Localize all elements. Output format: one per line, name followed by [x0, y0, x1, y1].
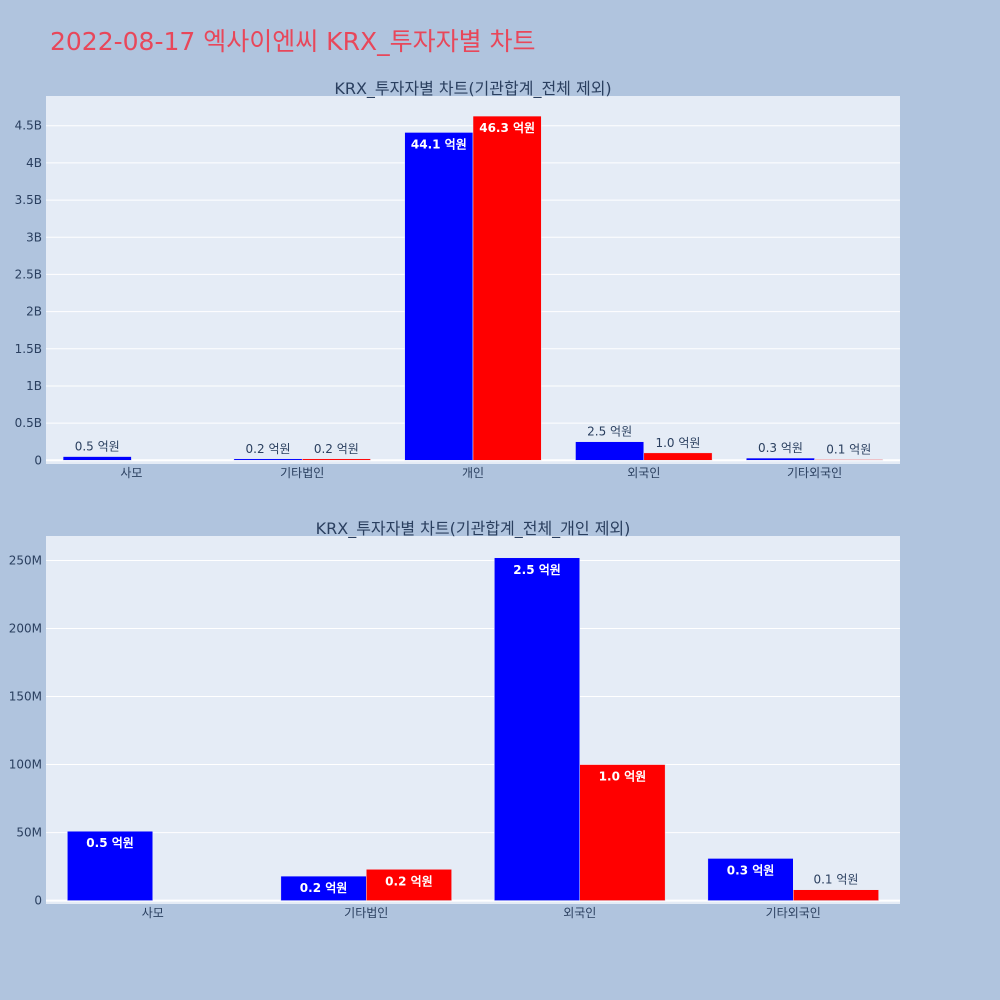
x-tick-label: 외국인	[627, 466, 660, 480]
bar	[575, 441, 645, 461]
x-tick-label: 외국인	[563, 906, 596, 920]
x-tick-label: 기타법인	[344, 906, 388, 920]
data-label: 1.0 억원	[655, 436, 700, 450]
x-tick-label: 사모	[120, 466, 142, 480]
chart-title: KRX_투자자별 차트(기관합계_전체 제외)	[334, 79, 611, 99]
chart-title: KRX_투자자별 차트(기관합계_전체_개인 제외)	[316, 519, 631, 539]
y-tick-label: 2.5B	[15, 267, 42, 281]
y-tick-label: 150M	[9, 690, 42, 704]
y-tick-label: 2B	[26, 305, 42, 319]
bar	[280, 875, 367, 901]
y-tick-label: 4B	[26, 156, 42, 170]
y-tick-label: 200M	[9, 622, 42, 636]
bar	[707, 858, 794, 901]
bar	[814, 459, 884, 461]
y-tick-label: 1B	[26, 379, 42, 393]
x-tick-label: 개인	[462, 466, 484, 480]
bar	[233, 458, 303, 461]
chart-investor-all: 0 0.5B 1B 1.5B 2B 2.5B 3B 3.5B 4B 4.5B KRX_투자자별 차트…	[15, 79, 900, 480]
bar	[746, 457, 815, 461]
page-title: 2022-08-17 엑사이엔씨 KRX_투자자별 차트	[50, 27, 536, 56]
y-tick-label: 4.5B	[15, 119, 42, 133]
bar	[62, 456, 132, 461]
y-tick-label: 0	[34, 894, 42, 908]
data-label: 0.1 억원	[813, 873, 858, 887]
y-tick-label: 100M	[9, 758, 42, 772]
data-label: 44.1 억원	[411, 137, 467, 151]
x-tick-label: 기타외국인	[787, 466, 842, 480]
plot-area	[46, 536, 900, 904]
data-label: 0.5 억원	[86, 836, 134, 850]
data-label: 0.2 억원	[385, 874, 433, 888]
bar	[643, 452, 713, 461]
x-tick-label: 기타외국인	[766, 906, 821, 920]
y-tick-label: 250M	[9, 553, 42, 567]
data-label: 0.3 억원	[727, 863, 775, 877]
data-label: 0.1 억원	[826, 443, 871, 457]
chart-investor-excl-individual: 0 50M 100M 150M 200M 250M KRX_투자자별 차트(기관합계_전체_…	[9, 519, 900, 920]
data-label: 0.2 억원	[246, 442, 291, 456]
y-tick-label: 50M	[16, 826, 42, 840]
data-label: 0.2 억원	[314, 442, 359, 456]
bar	[793, 889, 879, 901]
data-label: 1.0 억원	[599, 770, 647, 784]
bar	[404, 132, 474, 461]
y-tick-label: 0.5B	[15, 416, 42, 430]
y-tick-label: 3B	[26, 230, 42, 244]
data-label: 0.5 억원	[75, 440, 120, 454]
data-label: 2.5 억원	[587, 425, 632, 439]
y-tick-label: 1.5B	[15, 342, 42, 356]
bar	[579, 764, 666, 901]
bar	[494, 557, 581, 901]
x-tick-label: 기타법인	[280, 466, 324, 480]
data-label: 0.2 억원	[300, 881, 348, 895]
x-tick-label: 사모	[142, 906, 164, 920]
data-label: 46.3 억원	[479, 121, 535, 135]
bar	[472, 115, 542, 461]
data-label: 0.3 억원	[758, 441, 803, 455]
y-tick-label: 0	[34, 453, 42, 467]
bar	[67, 830, 153, 901]
y-tick-label: 3.5B	[15, 193, 42, 207]
bar	[301, 458, 371, 461]
bar	[366, 869, 452, 901]
data-label: 2.5 억원	[513, 563, 561, 577]
